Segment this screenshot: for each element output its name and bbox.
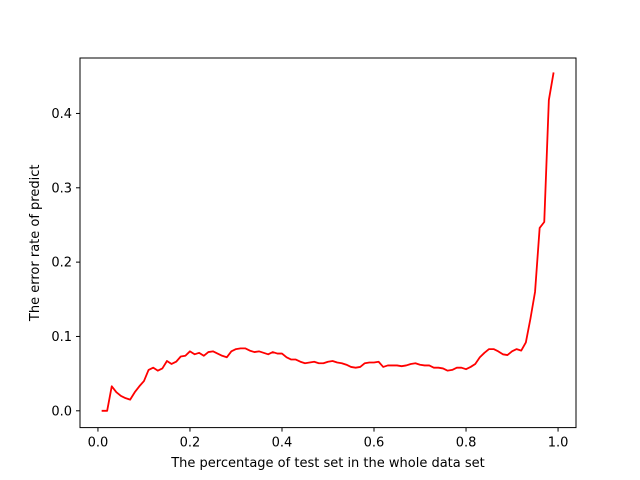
x-tick-label: 1.0: [548, 436, 569, 451]
x-tick-label: 0.6: [364, 436, 385, 451]
x-tick-label: 0.4: [272, 436, 293, 451]
x-tick-label: 0.0: [88, 436, 109, 451]
y-axis-label: The error rate of predict: [28, 165, 43, 323]
y-tick-label: 0.3: [51, 181, 72, 196]
x-axis-label: The percentage of test set in the whole …: [170, 456, 485, 471]
y-tick-label: 0.2: [51, 256, 72, 271]
axes-frame: [79, 57, 577, 429]
x-axis: 0.0 0.2 0.4 0.6 0.8 1.0: [88, 427, 569, 451]
x-tick-label: 0.2: [180, 436, 201, 451]
y-tick-label: 0.0: [51, 404, 72, 419]
y-tick-label: 0.4: [51, 107, 72, 122]
plot-area: [101, 72, 555, 412]
x-tick-label: 0.8: [456, 436, 477, 451]
y-tick-label: 0.1: [51, 330, 72, 345]
series-line: [101, 72, 555, 412]
y-axis: 0.0 0.1 0.2 0.3 0.4: [51, 107, 80, 419]
